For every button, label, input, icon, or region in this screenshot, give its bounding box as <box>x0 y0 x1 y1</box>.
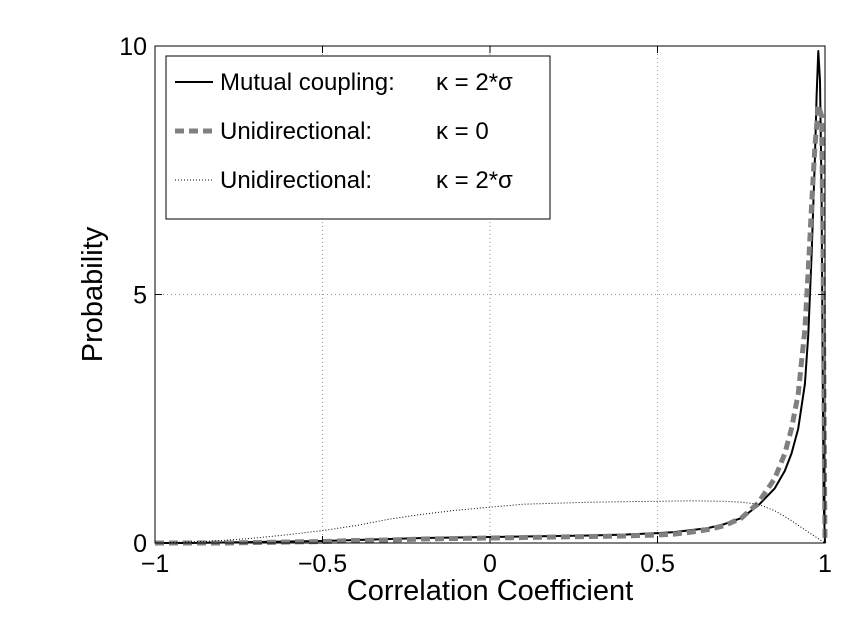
x-tick-label: −0.5 <box>298 550 347 578</box>
legend-label: Unidirectional: <box>220 118 372 145</box>
grid <box>155 46 825 543</box>
x-axis-label: Correlation Coefficient <box>347 575 633 607</box>
x-tick-label: 0.5 <box>640 550 675 578</box>
legend-label: Unidirectional: <box>220 167 372 194</box>
x-tick-label: −1 <box>141 550 170 578</box>
y-tick-label: 5 <box>133 282 147 310</box>
legend: Mutual coupling: κ = 2*σ Unidirectional: κ … <box>165 55 551 220</box>
y-axis-label: Probability <box>77 226 109 362</box>
y-tick-label: 0 <box>133 530 147 558</box>
x-tick-label: 1 <box>818 550 832 578</box>
legend-param: κ = 2*σ <box>436 167 513 194</box>
series-line-3-dotted <box>154 500 826 544</box>
legend-label: Mutual coupling: <box>220 69 395 96</box>
series-lines <box>154 50 828 546</box>
legend-box <box>165 55 551 220</box>
legend-param: κ = 0 <box>436 118 489 145</box>
y-tick-label: 10 <box>119 33 147 61</box>
legend-param: κ = 2*σ <box>436 69 513 96</box>
x-tick-label: 0 <box>483 550 497 578</box>
series-line-2-dashed <box>155 103 828 546</box>
